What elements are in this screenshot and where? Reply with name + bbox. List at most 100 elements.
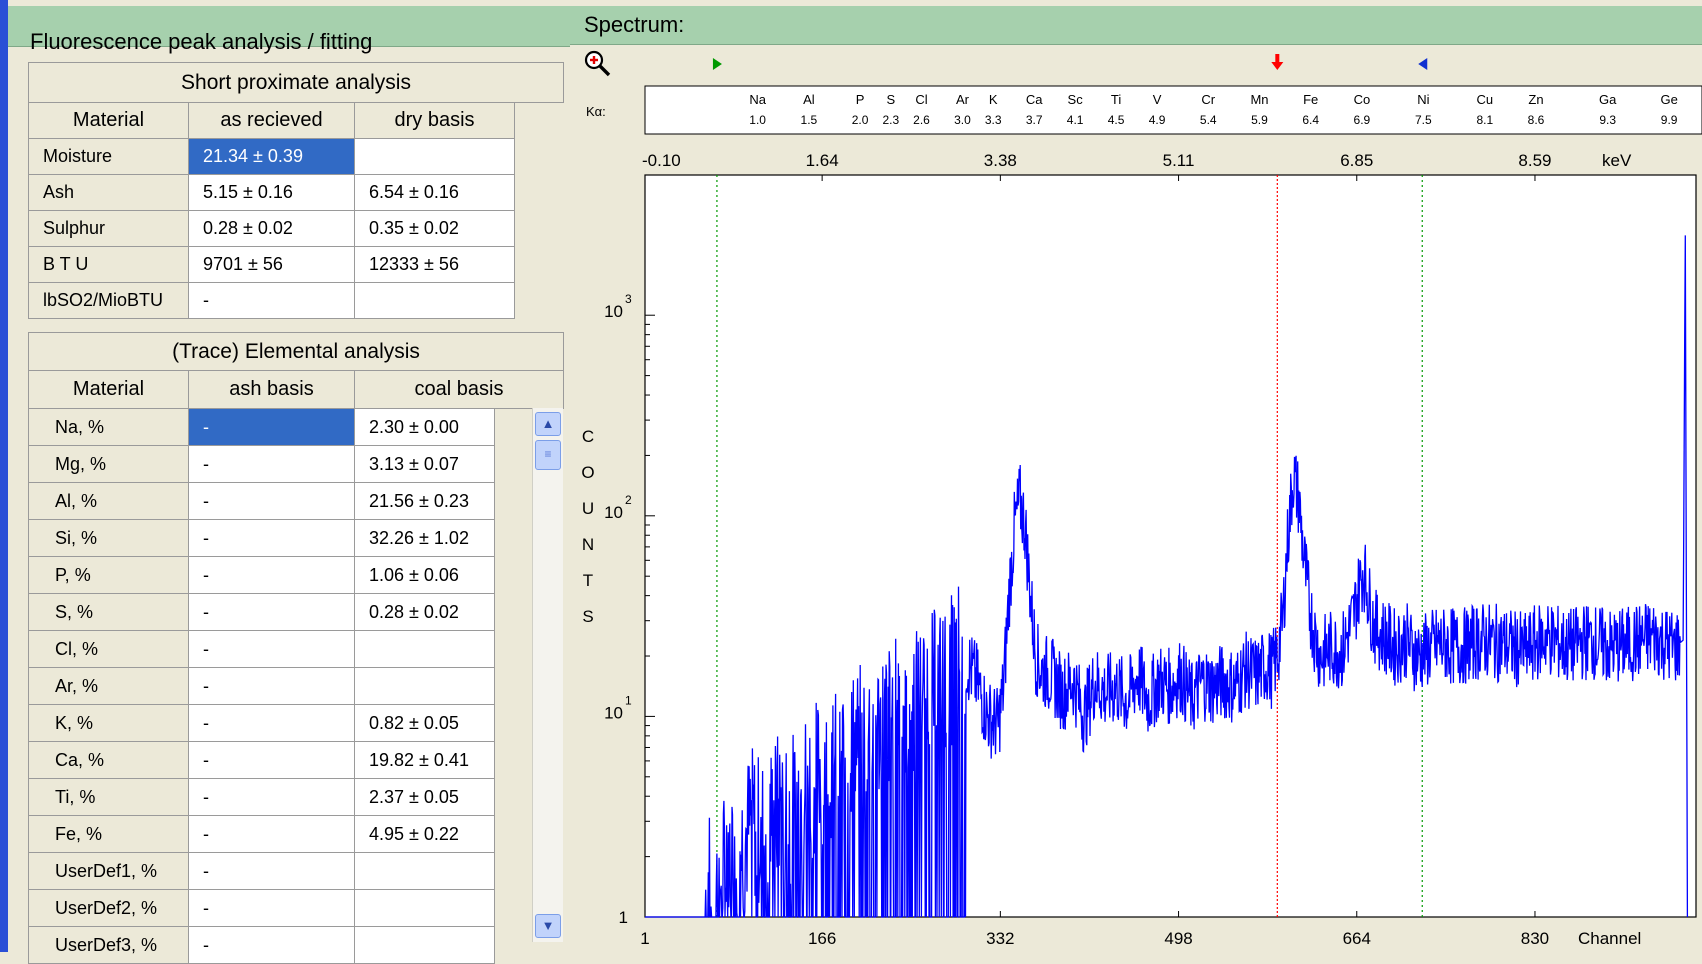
row-label: Ca, % — [28, 741, 189, 779]
column-header-material[interactable]: Material — [28, 370, 189, 409]
scroll-up-icon[interactable]: ▲ — [535, 412, 561, 436]
cell-ash-basis[interactable]: - — [188, 889, 355, 927]
table-row[interactable]: UserDef3, % - — [28, 926, 564, 964]
kev-tick-label: 3.38 — [984, 151, 1017, 170]
cell-dry-basis[interactable]: 12333 ± 56 — [354, 246, 515, 283]
cell-ash-basis[interactable]: - — [188, 667, 355, 705]
cell-ash-basis[interactable]: - — [188, 556, 355, 594]
kev-unit-label: keV — [1602, 151, 1632, 170]
table-row[interactable]: Ash 5.15 ± 0.16 6.54 ± 0.16 — [28, 174, 564, 211]
table-row[interactable]: Na, % -2.30 ± 0.00 — [28, 408, 564, 446]
cell-ash-basis[interactable]: - — [188, 741, 355, 779]
cell-as-received[interactable]: 9701 ± 56 — [188, 246, 355, 283]
cell-coal-basis[interactable]: 0.82 ± 0.05 — [354, 704, 495, 742]
element-energy: 6.4 — [1302, 113, 1319, 127]
table-row[interactable]: Moisture 21.34 ± 0.39 — [28, 138, 564, 175]
cell-coal-basis[interactable]: 1.06 ± 0.06 — [354, 556, 495, 594]
vertical-scrollbar[interactable]: ▲ ≡ ▼ — [532, 408, 563, 942]
table-row[interactable]: Fe, % -4.95 ± 0.22 — [28, 815, 564, 853]
cell-coal-basis[interactable] — [354, 926, 495, 964]
cell-ash-basis[interactable]: - — [188, 926, 355, 964]
table-row[interactable]: Sulphur 0.28 ± 0.02 0.35 ± 0.02 — [28, 210, 564, 247]
cell-coal-basis[interactable] — [354, 630, 495, 668]
element-symbol: S — [886, 92, 895, 107]
cell-ash-basis[interactable]: - — [188, 704, 355, 742]
cell-coal-basis[interactable] — [354, 667, 495, 705]
section-title: Short proximate analysis — [28, 62, 564, 103]
cell-dry-basis[interactable]: 6.54 ± 0.16 — [354, 174, 515, 211]
cell-ash-basis[interactable]: - — [188, 519, 355, 557]
element-symbol: Co — [1354, 92, 1371, 107]
element-symbol: P — [856, 92, 865, 107]
cell-as-received[interactable]: - — [188, 282, 355, 319]
column-header-ash-basis[interactable]: ash basis — [188, 370, 355, 409]
element-energy: 7.5 — [1415, 113, 1432, 127]
table-row[interactable]: Si, % -32.26 ± 1.02 — [28, 519, 564, 557]
cell-ash-basis[interactable]: - — [188, 630, 355, 668]
kev-tick-label: 5.11 — [1163, 151, 1195, 170]
y-tick-label: 1 — [619, 908, 628, 927]
cell-coal-basis[interactable]: 0.28 ± 0.02 — [354, 593, 495, 631]
table-row[interactable]: UserDef1, % - — [28, 852, 564, 890]
cell-as-received[interactable]: 5.15 ± 0.16 — [188, 174, 355, 211]
cell-as-received[interactable]: 21.34 ± 0.39 — [188, 138, 355, 175]
cell-coal-basis[interactable]: 2.37 ± 0.05 — [354, 778, 495, 816]
element-energy: 9.9 — [1661, 113, 1678, 127]
cell-as-received[interactable]: 0.28 ± 0.02 — [188, 210, 355, 247]
cell-coal-basis[interactable]: 2.30 ± 0.00 — [354, 408, 495, 446]
table-row[interactable]: Ar, % - — [28, 667, 564, 705]
cell-ash-basis[interactable]: - — [188, 593, 355, 631]
table-row[interactable]: Mg, % -3.13 ± 0.07 — [28, 445, 564, 483]
cell-coal-basis[interactable] — [354, 852, 495, 890]
element-energy: 2.0 — [852, 113, 869, 127]
cell-coal-basis[interactable]: 3.13 ± 0.07 — [354, 445, 495, 483]
column-header-coal-basis[interactable]: coal basis — [354, 370, 564, 409]
column-header-material[interactable]: Material — [28, 102, 189, 139]
row-label: lbSO2/MioBTU — [28, 282, 189, 319]
proximate-analysis-table: Short proximate analysis Material as rec… — [28, 62, 564, 319]
cell-ash-basis[interactable]: - — [188, 778, 355, 816]
element-symbol: Ar — [956, 92, 970, 107]
table-row[interactable]: UserDef2, % - — [28, 889, 564, 927]
table-row[interactable]: Ca, % -19.82 ± 0.41 — [28, 741, 564, 779]
cell-ash-basis[interactable]: - — [188, 445, 355, 483]
element-symbol: Cl — [915, 92, 927, 107]
element-symbol: Na — [749, 92, 766, 107]
table-row[interactable]: S, % -0.28 ± 0.02 — [28, 593, 564, 631]
table-row[interactable]: Cl, % - — [28, 630, 564, 668]
cursor-arrow-icon — [1271, 54, 1284, 70]
cell-coal-basis[interactable]: 19.82 ± 0.41 — [354, 741, 495, 779]
element-symbol: Al — [803, 92, 815, 107]
row-label: UserDef3, % — [28, 926, 189, 964]
zoom-in-icon[interactable] — [582, 48, 612, 78]
row-label: Ti, % — [28, 778, 189, 816]
cell-ash-basis[interactable]: - — [188, 408, 355, 446]
scroll-down-icon[interactable]: ▼ — [535, 914, 561, 938]
y-axis-label-letter: U — [582, 499, 594, 518]
cell-ash-basis[interactable]: - — [188, 852, 355, 890]
cell-coal-basis[interactable] — [354, 889, 495, 927]
cell-ash-basis[interactable]: - — [188, 815, 355, 853]
channel-tick-label: 1 — [640, 929, 649, 948]
cell-ash-basis[interactable]: - — [188, 482, 355, 520]
column-header-as-received[interactable]: as recieved — [188, 102, 355, 139]
table-row[interactable]: lbSO2/MioBTU - — [28, 282, 564, 319]
table-row[interactable]: P, % -1.06 ± 0.06 — [28, 556, 564, 594]
cell-dry-basis[interactable] — [354, 138, 515, 175]
element-energy: 3.3 — [985, 113, 1002, 127]
table-row[interactable]: Ti, % -2.37 ± 0.05 — [28, 778, 564, 816]
scroll-thumb[interactable]: ≡ — [535, 440, 561, 470]
table-row[interactable]: B T U 9701 ± 56 12333 ± 56 — [28, 246, 564, 283]
cell-coal-basis[interactable]: 4.95 ± 0.22 — [354, 815, 495, 853]
cell-dry-basis[interactable]: 0.35 ± 0.02 — [354, 210, 515, 247]
spectrum-chart[interactable]: Kα: Na 1.0 Al 1.5 P 2.0 S 2.3 Cl 2.6 Ar 3.0 K 3.3 Ca 3.7… — [570, 0, 1702, 952]
kev-tick-label: 8.59 — [1518, 151, 1551, 170]
cell-coal-basis[interactable]: 21.56 ± 0.23 — [354, 482, 495, 520]
row-label: K, % — [28, 704, 189, 742]
column-header-dry-basis[interactable]: dry basis — [354, 102, 515, 139]
table-row[interactable]: Al, % -21.56 ± 0.23 — [28, 482, 564, 520]
table-row[interactable]: K, % -0.82 ± 0.05 — [28, 704, 564, 742]
cell-coal-basis[interactable]: 32.26 ± 1.02 — [354, 519, 495, 557]
row-label: Al, % — [28, 482, 189, 520]
cell-dry-basis[interactable] — [354, 282, 515, 319]
